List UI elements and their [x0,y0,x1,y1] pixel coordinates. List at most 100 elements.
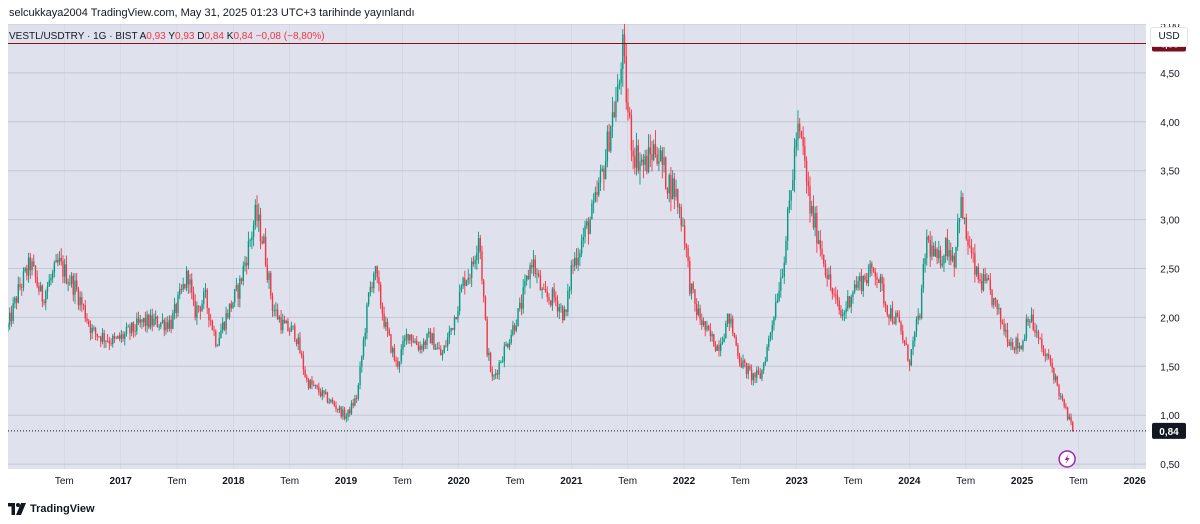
candle-body [857,281,859,288]
candle-body [1018,346,1021,349]
candle-body [939,250,942,266]
candle-body [349,409,351,414]
candle-body [230,303,232,309]
candle-body [161,320,164,323]
candle-body [8,324,9,328]
candle-body [604,161,607,180]
candle-body [416,340,418,346]
candle-body [38,285,40,292]
candle-body [350,403,353,414]
candle-body [589,219,591,235]
candle-body [871,263,873,269]
candle-body [769,332,772,339]
grid-lines [8,24,1146,469]
candle-body [714,346,717,351]
open-label: A [139,31,147,42]
candle-body [838,300,840,311]
candle-body [397,361,399,367]
candle-body [515,326,518,331]
candle-body [337,409,339,411]
publish-header: selcukkaya2004 TradingView.com, May 31, … [9,7,415,19]
candle-body [929,239,931,257]
candle-body [428,331,430,335]
candle-body [599,170,602,183]
candle-body [661,150,664,166]
candle-body [1049,357,1052,363]
candle-body [690,283,693,294]
candle-body [941,263,943,266]
candle-body [165,322,167,331]
candle-body [323,390,325,394]
footer-brand[interactable]: TradingView [8,500,95,518]
candle-body [888,314,890,319]
candle-body [390,334,392,353]
candle-body [46,286,49,292]
candle-body [764,361,767,364]
candle-body [153,318,155,326]
candle-body [276,309,279,320]
candle-body [618,83,621,86]
candle-body [333,402,335,406]
candle-body [893,321,895,324]
candle-body [699,308,701,320]
candle-body [955,246,957,268]
candle-body [841,314,844,317]
candle-body [142,318,145,323]
candle-body [977,266,980,280]
candle-body [278,317,281,320]
time-tick-label: 2026 [1124,476,1147,487]
candle-body [355,398,358,399]
tradingview-logo-icon [8,503,26,515]
candle-body [855,284,858,288]
candle-body [517,308,519,327]
candle-body [421,345,423,350]
candle-body [610,126,612,151]
candle-body [12,303,14,322]
candle-body [139,319,141,323]
candle-body [824,264,827,276]
candle-body [191,279,193,292]
event-flash-icon[interactable] [1058,450,1076,468]
time-tick-label: 2017 [110,476,133,487]
candle-body [285,320,287,324]
candle-body [407,333,409,341]
candle-body [816,213,818,244]
candle-body [608,131,610,151]
candle-body [70,275,73,284]
time-axis[interactable]: Tem 2017 Tem 2018 Tem 2019 Tem 2020 Tem 2021 Tem 20… [8,469,1146,492]
candle-body [639,161,641,171]
price-axis[interactable]: 0,501,001,502,002,503,003,504,004,505,00… [1146,24,1192,492]
price-chart[interactable]: 0,501,001,502,002,503,003,504,004,505,00… [8,24,1192,492]
candle-body [1034,329,1036,333]
candle-body [831,288,834,294]
candle-body [134,331,136,332]
candle-body [94,327,97,334]
candle-body [996,299,998,310]
candle-body [668,175,670,194]
candle-body [704,321,706,330]
candle-body [261,241,263,244]
candle-body [532,259,535,268]
candle-body [1051,362,1053,368]
candle-body [623,34,626,56]
candle-body [179,288,181,295]
currency-button[interactable]: USD [1150,27,1188,47]
candle-body [594,192,597,202]
candle-body [1065,406,1067,408]
candle-body [565,309,567,312]
candle-body [558,307,560,312]
candle-body [453,317,456,330]
candle-body [373,273,375,289]
candle-body [513,325,516,331]
plot-background [8,24,1146,469]
candle-body [19,284,21,288]
candle-body [108,340,111,344]
candle-body [489,352,492,372]
candle-body [1068,416,1071,420]
candle-body [354,398,356,406]
candle-body [845,308,847,313]
candle-body [247,240,250,266]
candle-body [656,154,658,164]
candle-body [960,197,962,218]
candle-body [568,289,571,291]
